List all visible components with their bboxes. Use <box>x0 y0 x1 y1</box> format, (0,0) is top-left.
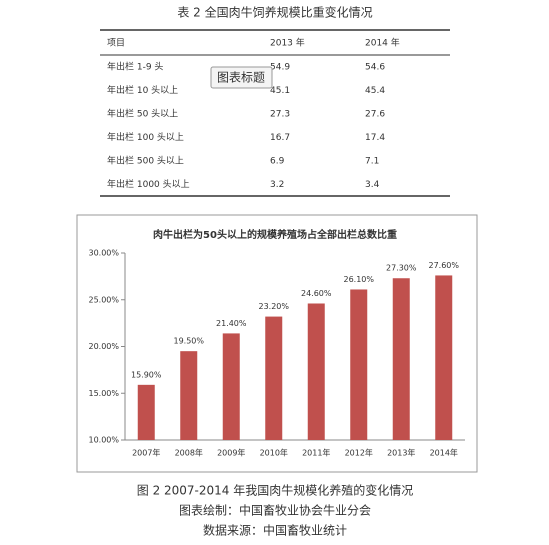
y-tick-label: 30.00% <box>88 249 119 258</box>
value-label: 15.90% <box>131 370 162 379</box>
y-tick-label: 25.00% <box>88 295 119 304</box>
bar <box>265 316 283 440</box>
value-label: 21.40% <box>216 319 247 328</box>
x-tick-label: 2012年 <box>345 448 373 458</box>
table-cell: 年出栏 50 头以上 <box>107 108 178 120</box>
x-tick-label: 2009年 <box>217 448 245 458</box>
table-cell: 45.1 <box>270 86 290 96</box>
table-cell: 3.2 <box>270 180 284 190</box>
caption: 图 2 2007-2014 年我国肉牛规模化养殖的变化情况 <box>137 483 414 498</box>
table-cell: 年出栏 10 头以上 <box>107 84 178 96</box>
value-label: 27.30% <box>386 264 417 273</box>
value-label: 24.60% <box>301 289 332 298</box>
x-tick-label: 2010年 <box>260 448 288 458</box>
x-tick-label: 2008年 <box>175 448 203 458</box>
table-cell: 7.1 <box>365 157 379 167</box>
table-cell: 54.6 <box>365 63 385 73</box>
y-tick-label: 15.00% <box>88 389 119 398</box>
chart-title: 肉牛出栏为50头以上的规模养殖场占全部出栏总数比重 <box>153 228 397 241</box>
table-header: 2014 年 <box>365 37 400 49</box>
x-tick-label: 2014年 <box>430 448 458 458</box>
y-tick-label: 20.00% <box>88 342 119 351</box>
popup-label: 图表标题 <box>217 71 265 85</box>
table-cell: 16.7 <box>270 133 290 143</box>
value-label: 26.10% <box>343 275 374 284</box>
table-header: 2013 年 <box>270 37 305 49</box>
value-label: 27.60% <box>428 261 459 270</box>
bar <box>137 384 155 440</box>
bar <box>392 278 410 440</box>
x-tick-label: 2007年 <box>132 448 160 458</box>
table-cell: 27.6 <box>365 110 385 120</box>
bar <box>435 275 453 440</box>
bar <box>222 333 240 440</box>
table-header: 项目 <box>107 38 125 49</box>
bar <box>307 303 325 440</box>
table-cell: 年出栏 1000 头以上 <box>107 178 190 190</box>
value-label: 23.20% <box>258 302 289 311</box>
popup-box <box>210 66 273 89</box>
value-label: 19.50% <box>173 337 204 346</box>
table-cell: 27.3 <box>270 110 290 120</box>
x-tick-label: 2013年 <box>387 448 415 458</box>
caption: 图表绘制：中国畜牧业协会牛业分会 <box>179 503 371 518</box>
caption: 数据来源：中国畜牧业统计 <box>203 523 347 538</box>
table-cell: 3.4 <box>365 180 380 190</box>
y-tick-label: 10.00% <box>88 436 119 445</box>
table-cell: 17.4 <box>365 133 385 143</box>
table-cell: 45.4 <box>365 86 385 96</box>
table-cell: 年出栏 100 头以上 <box>107 131 184 143</box>
table-cell: 6.9 <box>270 157 285 167</box>
table-title: 表 2 全国肉牛饲养规模比重变化情况 <box>177 5 372 20</box>
table-cell: 年出栏 500 头以上 <box>107 155 184 167</box>
x-tick-label: 2011年 <box>302 448 330 458</box>
table-cell: 年出栏 1-9 头 <box>107 61 163 73</box>
bar <box>350 289 368 440</box>
table-cell: 54.9 <box>270 63 290 73</box>
bar <box>180 351 198 440</box>
